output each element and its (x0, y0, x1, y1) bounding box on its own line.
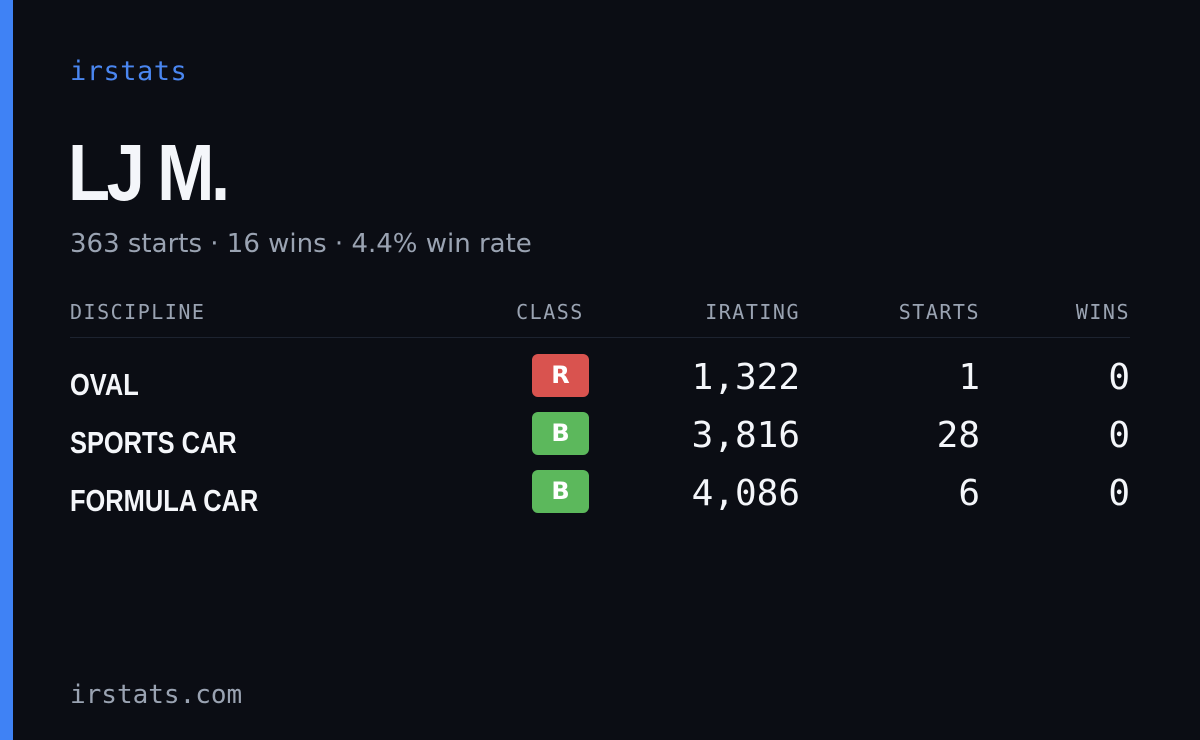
class-badge: B (532, 412, 589, 455)
header-starts: STARTS (898, 300, 980, 324)
discipline-cell: OVAL (70, 367, 139, 402)
table-row: OVAL R 1,322 1 0 (70, 352, 1130, 410)
stats-table: DISCIPLINE CLASS IRATING STARTS WINS OVA… (70, 298, 1130, 518)
header-discipline: DISCIPLINE (70, 300, 206, 324)
brand-logo[interactable]: irstats (70, 56, 188, 87)
header-class: CLASS (516, 300, 584, 324)
header-irating: IRATING (705, 300, 800, 324)
irating-cell: 4,086 (691, 473, 800, 514)
class-badge: R (532, 354, 589, 397)
wins-cell: 0 (1108, 357, 1130, 398)
wins-cell: 0 (1108, 415, 1130, 456)
wins-cell: 0 (1108, 473, 1130, 514)
player-summary: 363 starts · 16 wins · 4.4% win rate (70, 229, 532, 259)
table-row: SPORTS CAR B 3,816 28 0 (70, 410, 1130, 468)
class-badge: B (532, 470, 589, 513)
header-wins: WINS (1075, 300, 1130, 324)
starts-cell: 1 (958, 357, 980, 398)
accent-bar (0, 0, 13, 740)
table-header: DISCIPLINE CLASS IRATING STARTS WINS (70, 298, 1130, 338)
irating-cell: 1,322 (691, 357, 800, 398)
starts-cell: 6 (958, 473, 980, 514)
discipline-cell: FORMULA CAR (70, 483, 259, 518)
starts-cell: 28 (936, 415, 980, 456)
footer-domain[interactable]: irstats.com (70, 680, 243, 710)
table-row: FORMULA CAR B 4,086 6 0 (70, 468, 1130, 526)
player-name: LJ M. (68, 128, 230, 217)
table-body: OVAL R 1,322 1 0 SPORTS CAR B 3,816 28 0… (70, 352, 1130, 526)
discipline-cell: SPORTS CAR (70, 425, 237, 460)
irating-cell: 3,816 (691, 415, 800, 456)
